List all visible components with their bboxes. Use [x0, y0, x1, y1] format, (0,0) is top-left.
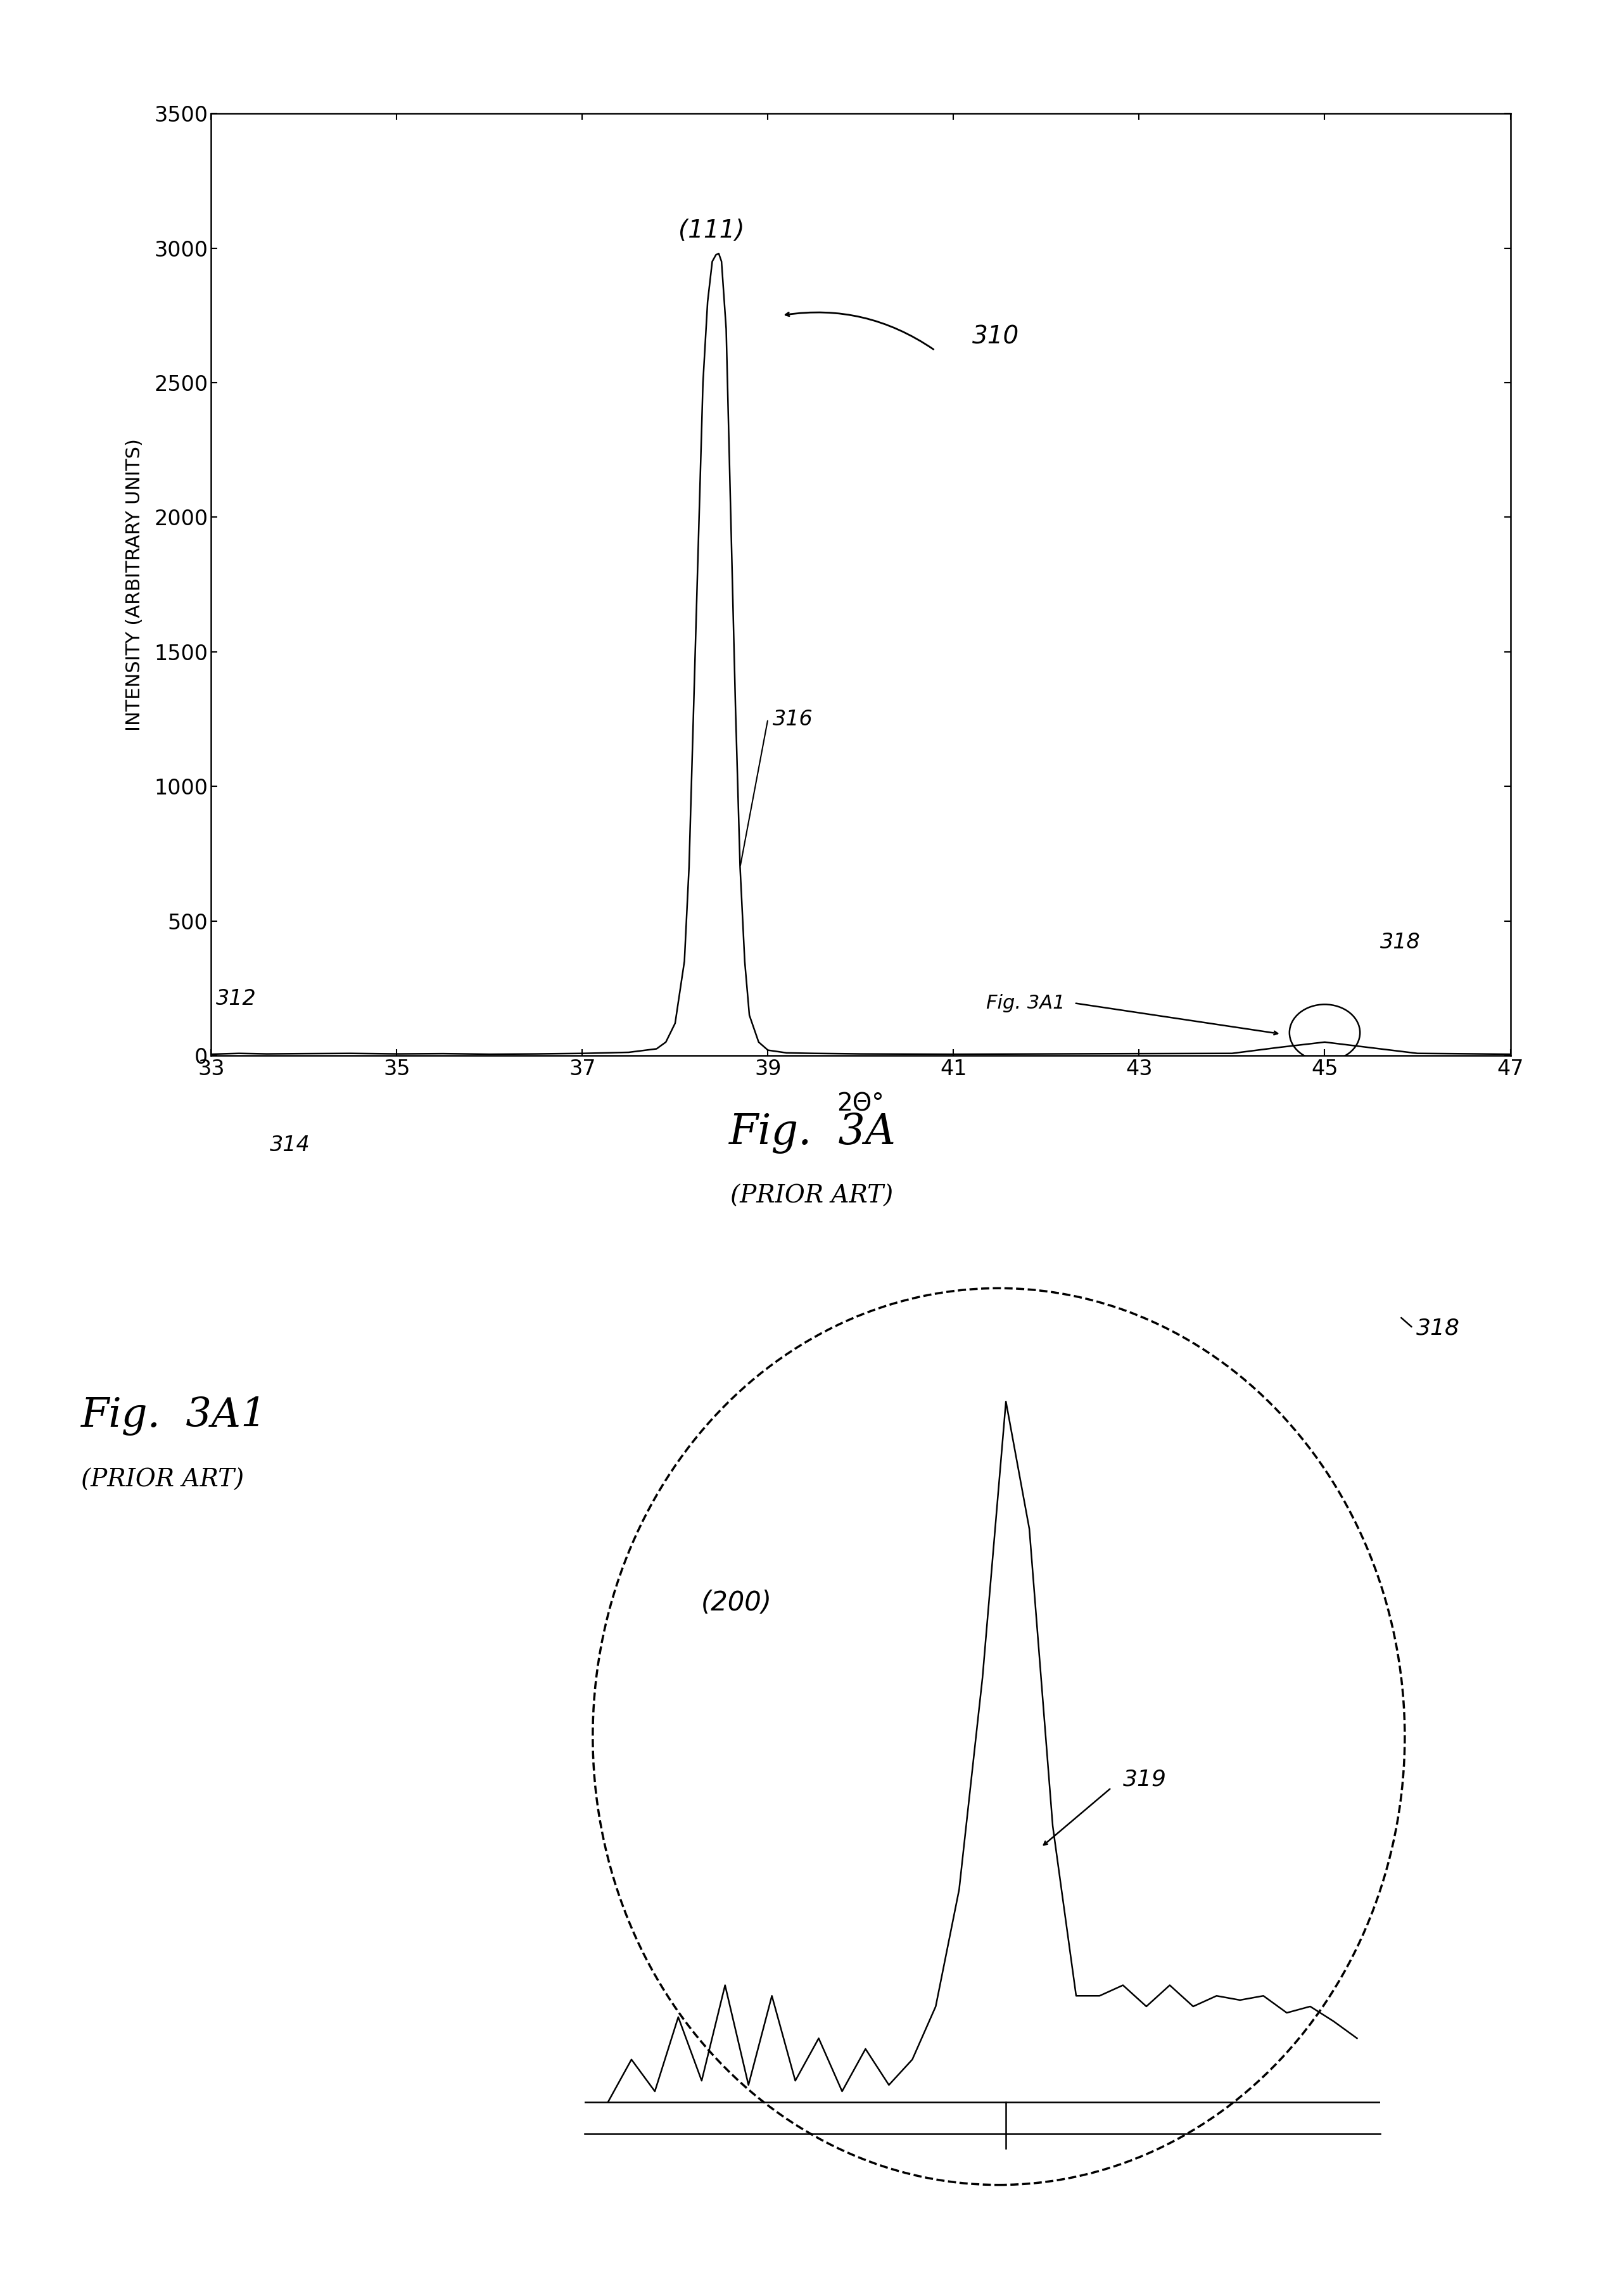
Text: (200): (200): [702, 1589, 773, 1616]
Text: 318: 318: [1416, 1317, 1460, 1339]
Text: 312: 312: [216, 987, 257, 1010]
Text: 314: 314: [270, 1135, 310, 1155]
Text: (PRIOR ART): (PRIOR ART): [731, 1185, 893, 1208]
X-axis label: 2Θ°: 2Θ°: [836, 1092, 885, 1117]
Text: (PRIOR ART): (PRIOR ART): [81, 1469, 244, 1491]
Text: 319: 319: [1122, 1768, 1166, 1791]
Text: Fig.  3A1: Fig. 3A1: [81, 1396, 268, 1435]
Y-axis label: INTENSITY (ARBITRARY UNITS): INTENSITY (ARBITRARY UNITS): [125, 438, 143, 731]
Text: 318: 318: [1380, 933, 1421, 953]
Text: 310: 310: [973, 325, 1020, 350]
Text: 316: 316: [773, 708, 814, 729]
Text: Fig. 3A1: Fig. 3A1: [986, 994, 1065, 1012]
Text: (111): (111): [679, 218, 744, 243]
Text: Fig.  3A: Fig. 3A: [729, 1112, 895, 1153]
